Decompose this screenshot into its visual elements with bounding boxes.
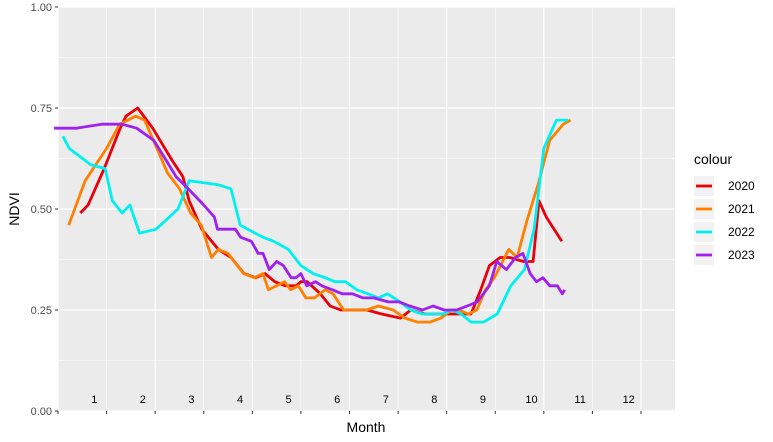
x-axis <box>57 411 642 414</box>
month-labels: 1 2 3 4 5 6 7 8 9 10 11 12 <box>91 394 635 406</box>
month-label: 8 <box>431 394 437 406</box>
month-label: 9 <box>480 394 486 406</box>
month-label: 2 <box>140 394 146 406</box>
legend-label: 2020 <box>728 179 755 193</box>
month-label: 5 <box>286 394 292 406</box>
y-axis-title: NDVI <box>6 192 22 225</box>
y-tick-label: 0.00 <box>31 406 52 418</box>
month-label: 4 <box>237 394 243 406</box>
y-tick-label: 1.00 <box>31 2 52 14</box>
month-label: 10 <box>525 394 537 406</box>
y-tick-label: 0.25 <box>31 305 52 317</box>
legend-title: colour <box>694 151 732 167</box>
legend-label: 2022 <box>728 225 755 239</box>
month-label: 7 <box>383 394 389 406</box>
month-label: 11 <box>574 394 585 406</box>
y-axis: 0.00 0.25 0.50 0.75 1.00 <box>31 2 58 418</box>
x-axis-title: Month <box>347 419 386 435</box>
legend: colour 2020 2021 2022 2023 <box>694 151 755 265</box>
legend-label: 2023 <box>728 248 755 262</box>
month-label: 12 <box>623 394 635 406</box>
grid-lines <box>57 6 675 412</box>
month-label: 1 <box>91 394 97 406</box>
series-lines <box>54 106 572 324</box>
legend-label: 2021 <box>728 202 755 216</box>
y-tick-label: 0.50 <box>31 204 52 216</box>
month-label: 6 <box>334 394 340 406</box>
series-line-2022 <box>61 118 569 324</box>
y-tick-label: 0.75 <box>31 103 52 115</box>
month-label: 3 <box>188 394 194 406</box>
series-line-2023 <box>54 122 566 312</box>
